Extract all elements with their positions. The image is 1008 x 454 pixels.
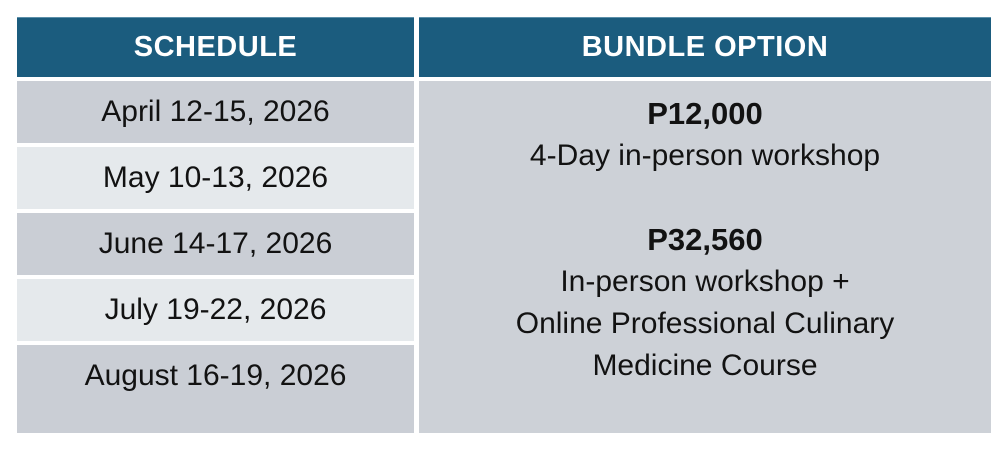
- schedule-row-july: July 19-22, 2026: [17, 279, 414, 341]
- bundle-description-line: In-person workshop +: [560, 265, 850, 298]
- schedule-row-june: June 14-17, 2026: [17, 213, 414, 275]
- bundle-header-label: BUNDLE OPTION: [581, 31, 829, 63]
- schedule-date: August 16-19, 2026: [84, 359, 347, 392]
- schedule-row-may: May 10-13, 2026: [17, 147, 414, 209]
- bundle-option-workshop-plus-course: P32,560 In-person workshop + Online Prof…: [419, 219, 991, 387]
- bundle-price: P32,560: [647, 222, 763, 257]
- bundle-options-cell: P12,000 4-Day in-person workshop P32,560…: [419, 81, 991, 433]
- pricing-table: SCHEDULE April 12-15, 2026 May 10-13, 20…: [17, 17, 991, 433]
- schedule-header-cell: SCHEDULE: [17, 17, 414, 77]
- bundle-option-workshop: P12,000 4-Day in-person workshop: [419, 93, 991, 177]
- bundle-header-cell: BUNDLE OPTION: [419, 17, 991, 77]
- schedule-row-april: April 12-15, 2026: [17, 81, 414, 143]
- schedule-header-label: SCHEDULE: [133, 31, 298, 63]
- bundle-price: P12,000: [647, 96, 763, 131]
- schedule-date: June 14-17, 2026: [98, 227, 333, 260]
- bundle-description-line: Medicine Course: [592, 349, 818, 382]
- schedule-date: May 10-13, 2026: [102, 161, 329, 194]
- bundle-description-line: Online Professional Culinary: [515, 307, 895, 340]
- schedule-column: SCHEDULE April 12-15, 2026 May 10-13, 20…: [17, 17, 414, 433]
- schedule-date: April 12-15, 2026: [101, 95, 330, 128]
- bundle-column: BUNDLE OPTION P12,000 4-Day in-person wo…: [419, 17, 991, 433]
- bundle-description-line: 4-Day in-person workshop: [529, 139, 881, 172]
- schedule-date: July 19-22, 2026: [104, 293, 327, 326]
- schedule-row-august: August 16-19, 2026: [17, 345, 414, 433]
